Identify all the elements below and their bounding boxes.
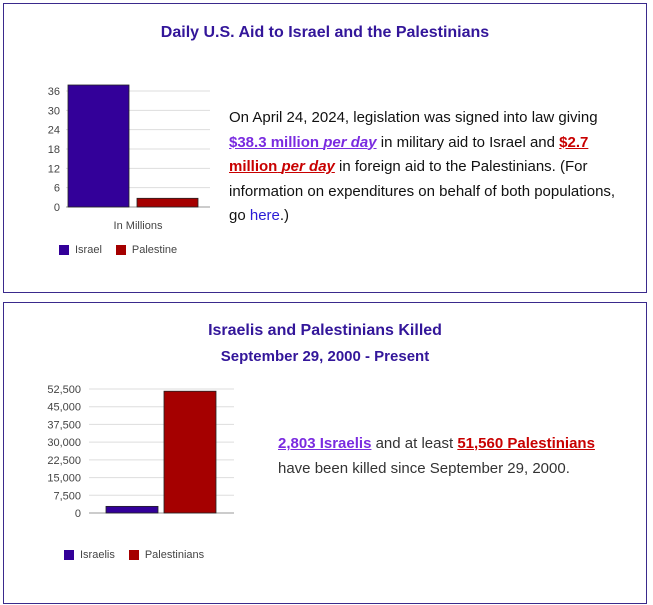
killed-text-after: have been killed since September 29, 200… [278, 459, 570, 477]
legend-label-palestine: Palestine [131, 244, 178, 256]
here-link[interactable]: here [249, 207, 280, 224]
y-tick-label: 18 [48, 144, 60, 156]
killed-subtitle: September 29, 2000 - Present [220, 348, 430, 365]
bar-israel[interactable] [67, 84, 130, 208]
aid-paragraph: On April 24, 2024, legislation was signe… [229, 106, 629, 229]
y-tick-label: 37,500 [47, 419, 81, 431]
aid-chart: 0 6 12 18 24 30 36 In Millions [44, 82, 244, 242]
aid-title: Daily U.S. Aid to Israel and the Palesti… [160, 24, 490, 41]
y-tick-label: 6 [54, 183, 60, 195]
y-tick-label: 52,500 [47, 384, 81, 396]
y-tick-label: 15,000 [47, 473, 81, 485]
israel-aid-amount: $38.3 million [229, 133, 320, 151]
y-tick-label: 45,000 [47, 402, 81, 414]
legend-label-israel: Israel [75, 244, 102, 256]
killed-chart-svg: 0 7,500 15,000 22,500 30,000 37,500 45,000 52,5… [47, 384, 234, 520]
palestine-aid-amount: $2.7 million [229, 133, 589, 176]
killed-paragraph: 2,803 Israelis and at least 51,560 Pales… [278, 432, 623, 481]
legend-swatch-palestinians [128, 550, 139, 560]
legend-item-israelis[interactable]: Israelis [64, 549, 115, 561]
killed-legend: Israelis Palestinians [64, 549, 204, 561]
palestine-aid-per-day: per day [281, 158, 335, 175]
legend-swatch-palestine [115, 245, 126, 255]
legend-label-palestinians: Palestinians [144, 549, 205, 561]
y-tick-label: 24 [48, 125, 60, 137]
killed-panel: Israelis and Palestinians Killed Septemb… [3, 302, 647, 604]
killed-title: Israelis and Palestinians Killed [208, 322, 442, 339]
legend-item-israel[interactable]: Israel [59, 244, 102, 256]
y-tick-label: 7,500 [53, 490, 81, 502]
legend-item-palestinians[interactable]: Palestinians [128, 549, 205, 561]
legend-swatch-israelis [64, 550, 74, 560]
aid-text-before: On April 24, 2024, legislation was signe… [229, 109, 598, 126]
palestinians-killed-link[interactable]: 51,560 Palestinians [457, 435, 595, 452]
y-tick-label: 36 [48, 86, 60, 98]
bar-palestine[interactable] [136, 197, 199, 208]
y-tick-label: 12 [48, 163, 60, 175]
aid-chart-svg: 0 6 12 18 24 30 36 In Millions [48, 84, 210, 232]
aid-text-end: .) [279, 207, 290, 224]
killed-chart: 0 7,500 15,000 22,500 30,000 37,500 45,000 52,5… [47, 384, 244, 522]
y-tick-label: 22,500 [47, 455, 81, 467]
y-tick-label: 0 [54, 202, 60, 214]
legend-item-palestine[interactable]: Palestine [115, 244, 178, 256]
aid-text-after: in foreign aid to the Palestinians. (For… [229, 158, 616, 224]
legend-swatch-israel [59, 245, 69, 255]
y-tick-label: 30 [48, 105, 60, 117]
bar-palestinians[interactable] [163, 390, 217, 514]
y-tick-label: 0 [75, 508, 81, 520]
israel-aid-link[interactable]: $38.3 million per day [229, 134, 377, 151]
aid-legend: Israel Palestine [59, 244, 177, 256]
israelis-killed-link[interactable]: 2,803 Israelis [278, 435, 372, 452]
legend-label-israelis: Israelis [80, 549, 115, 561]
y-tick-label: 30,000 [47, 437, 81, 449]
x-axis-label: In Millions [114, 220, 163, 232]
palestine-aid-link[interactable]: $2.7 million per day [229, 134, 588, 176]
aid-panel: Daily U.S. Aid to Israel and the Palesti… [3, 3, 647, 293]
killed-text-middle: and at least [371, 435, 458, 452]
aid-text-middle: in military aid to Israel and [376, 133, 560, 151]
israel-aid-per-day: per day [323, 133, 377, 151]
bar-israelis[interactable] [105, 505, 159, 514]
